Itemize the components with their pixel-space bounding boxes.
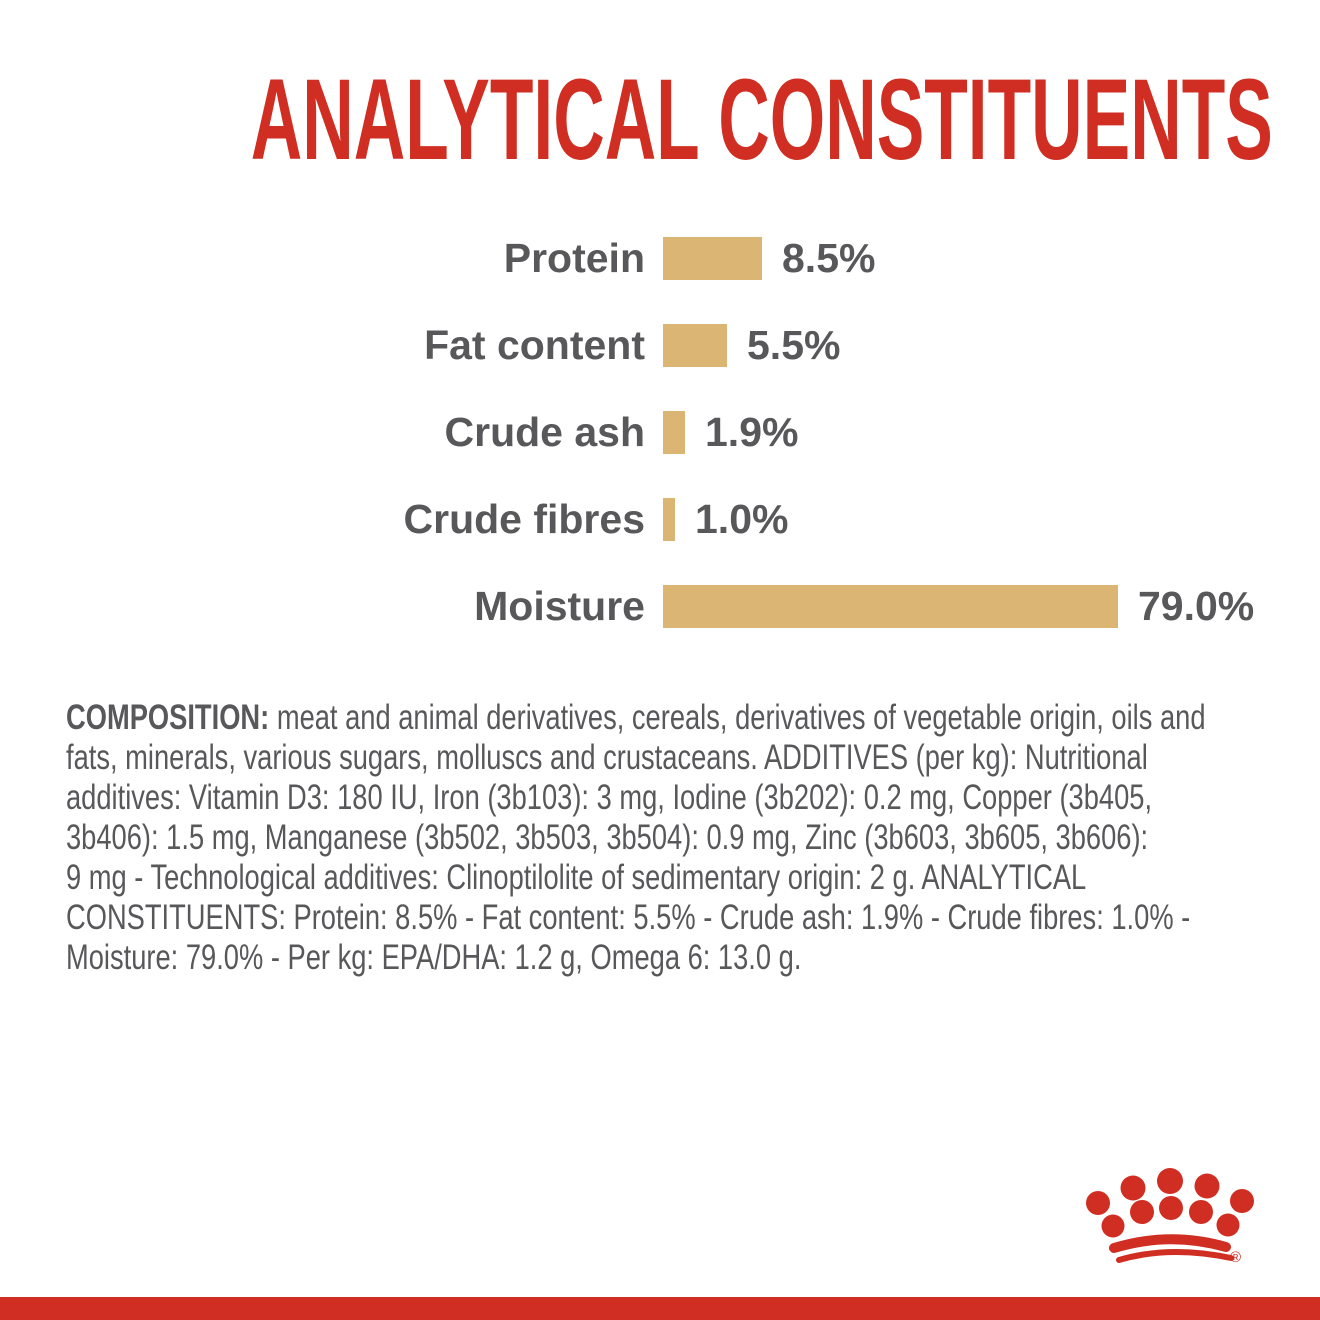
- composition-line: fats, minerals, various sugars, molluscs…: [66, 738, 1148, 777]
- chart-value-label: 5.5%: [747, 322, 841, 368]
- crown-swoosh-upper: [1109, 1234, 1231, 1253]
- chart-category-label: Moisture: [474, 583, 645, 629]
- crown-dot: [1157, 1168, 1183, 1194]
- chart-value-label: 1.0%: [695, 496, 789, 542]
- composition-line: additives: Vitamin D3: 180 IU, Iron (3b1…: [66, 778, 1153, 817]
- crown-dot: [1130, 1200, 1154, 1224]
- crown-dot: [1086, 1191, 1110, 1215]
- crown-dots: [1086, 1168, 1254, 1238]
- chart-bar: [663, 324, 727, 367]
- chart-value-label: 8.5%: [782, 235, 876, 281]
- composition-text: COMPOSITION: meat and animal derivatives…: [66, 698, 1314, 978]
- crown-dot: [1194, 1173, 1220, 1199]
- chart-row: Crude fibres 1.0%: [0, 476, 1320, 563]
- composition-line-text: meat and animal derivatives, cereals, de…: [269, 698, 1206, 737]
- page-title: ANALYTICAL CONSTITUENTS: [250, 56, 1273, 184]
- footer-red-bar: [0, 1297, 1320, 1320]
- chart-bar: [663, 237, 762, 280]
- chart-bar: [663, 498, 675, 541]
- crown-dot: [1120, 1175, 1146, 1201]
- chart-bar: [663, 585, 1118, 628]
- analytical-constituents-chart: Protein 8.5% Fat content 5.5% Crude ash 1.9% C…: [0, 215, 1320, 650]
- crown-dot: [1216, 1213, 1240, 1237]
- chart-value-label: 79.0%: [1138, 583, 1255, 629]
- composition-line: 3b406): 1.5 mg, Manganese (3b502, 3b503,…: [66, 818, 1149, 857]
- chart-category-label: Protein: [503, 235, 645, 281]
- chart-category-label: Crude ash: [444, 409, 646, 455]
- crown-dot: [1159, 1196, 1183, 1220]
- registered-trademark-icon: ®: [1230, 1249, 1241, 1266]
- composition-line: 9 mg - Technological additives: Clinopti…: [66, 858, 1087, 897]
- crown-swooshes: [1109, 1234, 1234, 1263]
- chart-bar: [663, 411, 685, 454]
- crown-swoosh-lower: [1116, 1248, 1234, 1263]
- chart-category-label: Crude fibres: [403, 496, 646, 542]
- chart-value-label: 1.9%: [705, 409, 799, 455]
- chart-category-label: Fat content: [424, 322, 645, 368]
- royal-canin-crown-logo: ®: [1086, 1168, 1254, 1266]
- crown-dot: [1230, 1189, 1254, 1213]
- composition-line: Moisture: 79.0% - Per kg: EPA/DHA: 1.2 g…: [66, 938, 802, 977]
- crown-dot: [1189, 1200, 1213, 1224]
- chart-row: Moisture 79.0%: [0, 563, 1320, 650]
- chart-row: Fat content 5.5%: [0, 302, 1320, 389]
- composition-line: CONSTITUENTS: Protein: 8.5% - Fat conten…: [66, 898, 1191, 937]
- chart-row: Crude ash 1.9%: [0, 389, 1320, 476]
- chart-row: Protein 8.5%: [0, 215, 1320, 302]
- composition-line: COMPOSITION: meat and animal derivatives…: [66, 698, 1314, 738]
- crown-dot: [1101, 1214, 1125, 1238]
- composition-heading: COMPOSITION:: [66, 698, 270, 737]
